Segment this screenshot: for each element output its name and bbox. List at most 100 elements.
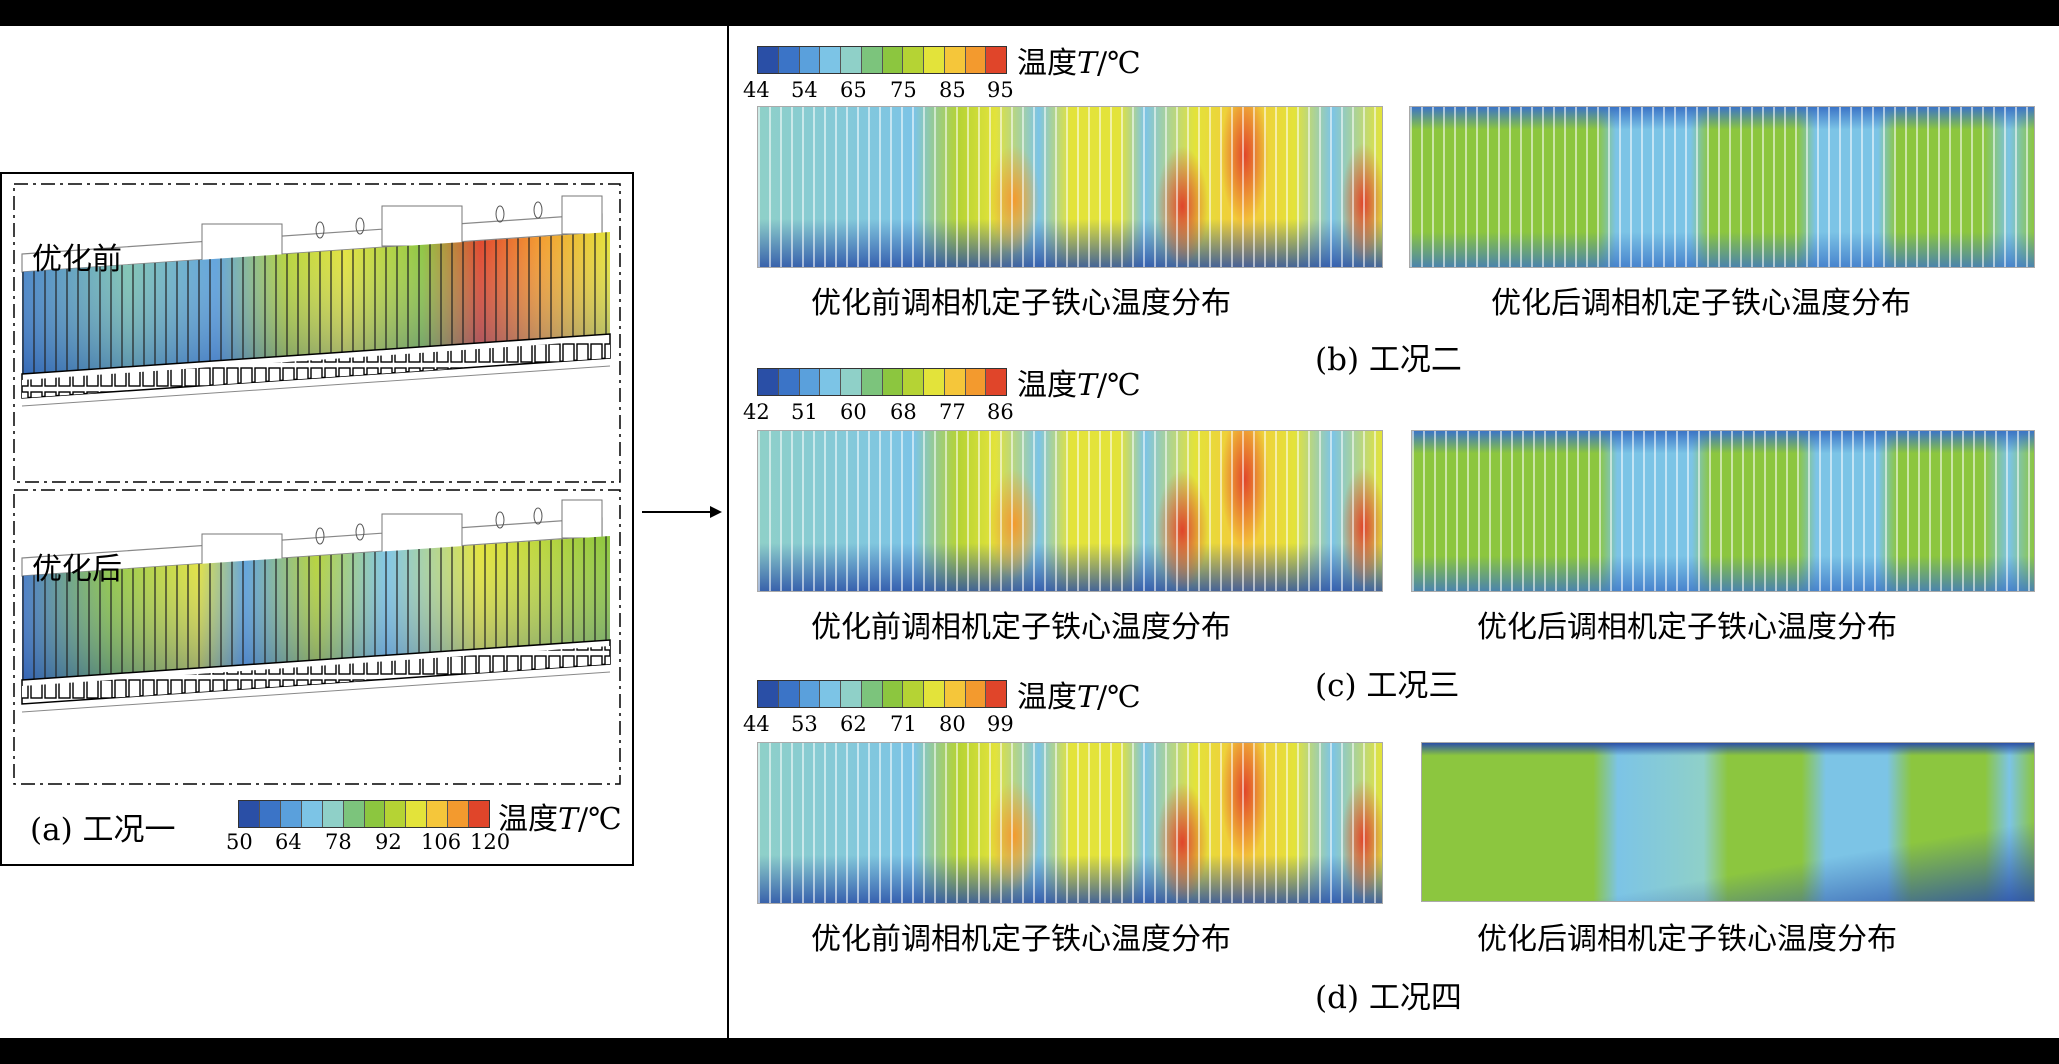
colorbar-swatch [778,369,800,395]
before-label: 优化前 [32,242,122,277]
colorbar-swatch [820,681,841,707]
caption-after-d: 优化后调相机定子铁心温度分布 [1477,922,1897,957]
tick-label: 53 [791,712,818,736]
colorbar-swatch [758,681,779,707]
colorbar-swatch [758,369,779,395]
tick-label: 64 [275,830,302,854]
colorbar-swatch [343,801,365,827]
colorbar-swatch [986,47,1006,73]
colorbar-swatch [861,681,883,707]
colorbar-swatch [944,47,966,73]
colorbar-swatch [861,47,883,73]
stator-model-before [21,195,611,407]
caption-after-c: 优化后调相机定子铁心温度分布 [1477,610,1897,645]
colorbar-swatch [799,369,821,395]
colorbar-swatch [259,801,281,827]
colorbar-swatch [924,681,945,707]
colorbar-swatch [385,801,407,827]
tick-label: 85 [939,78,966,102]
colorbar-swatch [903,369,924,395]
colorbar-swatch [986,369,1006,395]
colorbar-swatch [965,681,987,707]
caption-before-c: 优化前调相机定子铁心温度分布 [811,610,1231,645]
colorbar-c [757,368,1007,396]
colorbar-swatch [944,681,966,707]
legend-title-d: 温度T/℃ [1017,680,1141,715]
colorbar-swatch [239,801,260,827]
colorbar-swatch [301,801,323,827]
figure-canvas: 优化前 优化后 (a) 工况一 温度T/℃ 50 64 78 92 106 12… [0,26,2059,1038]
tick-label: 68 [890,400,917,424]
stator-3d-views [13,183,621,785]
colorbar-b [757,46,1007,74]
tick-label: 77 [939,400,966,424]
tick-label: 65 [840,78,867,102]
colorbar-swatch [778,47,800,73]
caption-a: (a) 工况一 [30,812,176,848]
tick-label: 106 [421,830,462,854]
colorbar-a [238,800,490,828]
colorbar-swatch [427,801,449,827]
tick-label: 78 [325,830,352,854]
colorbar-swatch [986,681,1006,707]
colorbar-swatch [965,369,987,395]
colorbar-swatch [799,47,821,73]
colorbar-swatch [882,369,904,395]
right-panel: 温度T/℃ 44 54 65 75 85 95 优化前调相机定子铁心温度分布 优… [727,26,2059,1038]
colorbar-swatch [841,47,862,73]
heatmap-after-b [1409,106,2035,268]
heatmap-before-c [757,430,1383,592]
tick-label: 62 [840,712,867,736]
tick-label: 44 [743,712,770,736]
colorbar-swatch [280,801,302,827]
colorbar-swatch [924,369,945,395]
tick-label: 75 [890,78,917,102]
colorbar-swatch [903,681,924,707]
tick-label: 54 [791,78,818,102]
heatmap-before-d [757,742,1383,904]
tick-label: 60 [840,400,867,424]
colorbar-swatch [861,369,883,395]
heatmap-after-c [1411,430,2035,592]
heatmap-before-b [757,106,1383,268]
colorbar-swatch [322,801,344,827]
colorbar-swatch [965,47,987,73]
tick-label: 71 [890,712,917,736]
heatmap-after-d [1421,742,2035,902]
legend-title-c: 温度T/℃ [1017,368,1141,403]
colorbar-swatch [469,801,490,827]
legend-title-b: 温度T/℃ [1017,46,1141,81]
after-label: 优化后 [32,552,122,587]
colorbar-swatch [841,369,862,395]
tick-label: 92 [375,830,402,854]
tick-label: 42 [743,400,770,424]
colorbar-swatch [820,47,841,73]
caption-before-d: 优化前调相机定子铁心温度分布 [811,922,1231,957]
colorbar-swatch [448,801,470,827]
tick-label: 99 [987,712,1014,736]
arrow-icon [642,506,722,518]
colorbar-swatch [841,681,862,707]
caption-c: (c) 工况三 [1315,668,1460,704]
colorbar-swatch [882,681,904,707]
colorbar-swatch [758,47,779,73]
colorbar-swatch [799,681,821,707]
colorbar-swatch [364,801,386,827]
colorbar-swatch [778,681,800,707]
tick-label: 86 [987,400,1014,424]
caption-before-b: 优化前调相机定子铁心温度分布 [811,286,1231,321]
colorbar-swatch [944,369,966,395]
colorbar-swatch [820,369,841,395]
caption-after-b: 优化后调相机定子铁心温度分布 [1491,286,1911,321]
tick-label: 95 [987,78,1014,102]
stator-model-after [21,499,611,713]
tick-label: 50 [226,830,253,854]
caption-b: (b) 工况二 [1315,342,1462,378]
tick-label: 44 [743,78,770,102]
colorbar-swatch [882,47,904,73]
colorbar-swatch [406,801,428,827]
legend-title-a: 温度T/℃ [498,802,622,837]
colorbar-swatch [903,47,924,73]
colorbar-d [757,680,1007,708]
colorbar-swatch [924,47,945,73]
